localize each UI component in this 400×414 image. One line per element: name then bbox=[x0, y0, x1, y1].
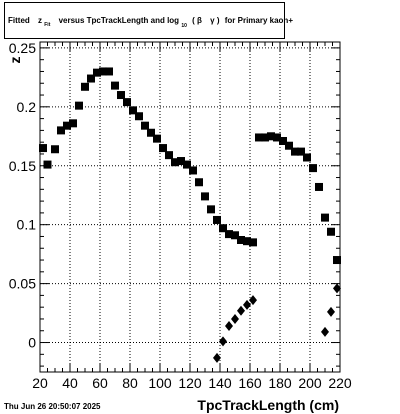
x-tick-label: 20 bbox=[32, 375, 48, 391]
square-marker bbox=[207, 205, 215, 214]
square-marker bbox=[69, 119, 77, 128]
title-part-gamma: γ bbox=[210, 16, 215, 25]
square-marker bbox=[111, 81, 119, 90]
square-marker bbox=[39, 144, 47, 153]
square-marker bbox=[231, 231, 239, 240]
x-tick-label: 40 bbox=[62, 375, 78, 391]
square-marker bbox=[189, 166, 197, 175]
square-marker bbox=[195, 178, 203, 187]
x-tick-label: 160 bbox=[238, 375, 262, 391]
diamond-marker bbox=[249, 295, 257, 306]
square-marker bbox=[63, 121, 71, 130]
square-marker bbox=[243, 237, 251, 246]
footer-date: Thu Jun 26 20:50:07 2025 bbox=[4, 402, 101, 411]
diamond-marker bbox=[243, 299, 251, 310]
chart-title: Fitted z Fit versus TpcTrackLength and l… bbox=[8, 16, 293, 29]
square-marker bbox=[177, 157, 185, 166]
tick-layer bbox=[39, 42, 341, 372]
square-marker bbox=[105, 67, 113, 76]
square-marker bbox=[93, 68, 101, 77]
square-marker bbox=[159, 144, 167, 153]
x-tick-label: 80 bbox=[122, 375, 138, 391]
title-box: Fitted z Fit versus TpcTrackLength and l… bbox=[4, 2, 293, 39]
square-marker bbox=[43, 160, 52, 169]
square-marker bbox=[99, 67, 107, 76]
diamond-marker bbox=[225, 321, 233, 332]
square-marker bbox=[135, 112, 143, 121]
marker-layer bbox=[39, 67, 341, 363]
title-part-beta: β bbox=[197, 16, 202, 25]
square-marker bbox=[255, 133, 263, 142]
x-axis-title: TpcTrackLength (cm) bbox=[197, 397, 339, 413]
square-marker bbox=[303, 153, 311, 162]
square-marker bbox=[57, 126, 65, 135]
square-marker bbox=[165, 151, 173, 160]
square-marker bbox=[201, 192, 209, 201]
x-tick-label: 220 bbox=[328, 375, 352, 391]
square-marker bbox=[327, 227, 335, 236]
title-part-z: z bbox=[38, 16, 42, 25]
square-marker bbox=[147, 128, 155, 137]
title-frame bbox=[4, 2, 285, 39]
y-tick-label: 0.2 bbox=[17, 99, 37, 115]
x-tick-label: 120 bbox=[178, 375, 202, 391]
y-tick-label: 0.25 bbox=[9, 40, 36, 56]
title-part-fit-sub: Fit bbox=[44, 22, 50, 28]
square-marker bbox=[237, 236, 245, 244]
diamond-marker bbox=[327, 306, 335, 317]
square-marker bbox=[261, 133, 269, 142]
square-marker bbox=[183, 160, 191, 169]
title-part-paren-close: ) bbox=[217, 16, 220, 25]
y-tick-label: 0 bbox=[28, 335, 36, 351]
square-marker bbox=[81, 82, 89, 91]
square-marker bbox=[315, 182, 323, 191]
diamond-marker bbox=[219, 336, 227, 347]
y-tick-label: 0.1 bbox=[17, 217, 37, 233]
diamond-marker bbox=[321, 326, 329, 337]
y-tick-label: 0.05 bbox=[9, 276, 36, 292]
title-part-versus: versus TpcTrackLength and log bbox=[59, 16, 180, 25]
tick-label-layer: 20 40 60 80 100 120 140 160 180 200 220 0 0.05 0.1 0.1… bbox=[9, 40, 352, 391]
square-marker bbox=[321, 213, 329, 222]
square-marker bbox=[291, 147, 299, 156]
square-marker bbox=[87, 74, 95, 83]
title-part-paren-open: ( bbox=[192, 16, 195, 25]
square-marker bbox=[249, 238, 257, 247]
title-part-fitted: Fitted bbox=[8, 16, 30, 25]
square-marker bbox=[213, 215, 221, 224]
square-marker bbox=[297, 147, 305, 156]
y-axis-title: z bbox=[7, 57, 23, 64]
square-marker bbox=[333, 256, 341, 265]
square-marker bbox=[141, 121, 149, 130]
x-tick-label: 100 bbox=[148, 375, 172, 391]
square-marker bbox=[219, 224, 227, 233]
square-marker bbox=[123, 98, 131, 107]
title-part-species: for Primary kaon+ bbox=[225, 16, 294, 25]
x-tick-label: 60 bbox=[92, 375, 108, 391]
diamond-marker bbox=[213, 352, 221, 363]
square-marker bbox=[225, 230, 233, 239]
square-marker bbox=[51, 145, 59, 154]
square-marker bbox=[309, 164, 317, 173]
grid-layer bbox=[40, 42, 340, 372]
y-tick-label: 0.15 bbox=[9, 158, 36, 174]
x-tick-label: 180 bbox=[268, 375, 292, 391]
x-tick-label: 140 bbox=[208, 375, 232, 391]
square-marker bbox=[279, 137, 287, 145]
x-tick-label: 200 bbox=[298, 375, 322, 391]
square-marker bbox=[267, 132, 275, 141]
square-marker bbox=[273, 133, 281, 142]
square-marker bbox=[117, 91, 125, 100]
square-marker bbox=[129, 106, 137, 115]
square-marker bbox=[171, 158, 179, 167]
diamond-marker bbox=[231, 313, 239, 324]
square-marker bbox=[153, 134, 161, 143]
square-marker bbox=[75, 101, 83, 110]
diamond-marker bbox=[237, 305, 245, 316]
diamond-marker bbox=[333, 283, 341, 294]
title-part-log-sub: 10 bbox=[181, 23, 187, 29]
square-marker bbox=[285, 141, 293, 150]
